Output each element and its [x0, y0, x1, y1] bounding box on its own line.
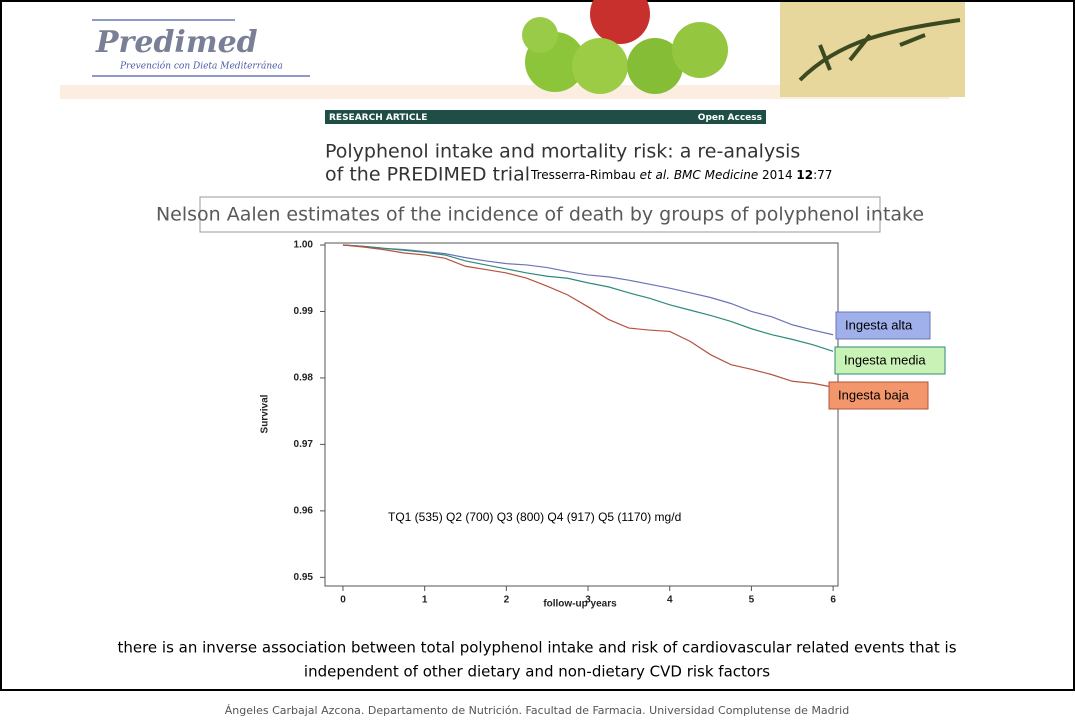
citation-pages: :77 — [813, 168, 832, 182]
conclusion: there is an inverse association between … — [117, 639, 956, 657]
plot-frame — [325, 243, 838, 586]
citation-authors: Tresserra-Rimbau — [530, 168, 640, 182]
x-tick-label: 6 — [830, 595, 836, 606]
y-tick-label: 1.00 — [294, 240, 314, 251]
olive-image — [780, 2, 965, 97]
chart-title: Nelson Aalen estimates of the incidence … — [156, 204, 924, 226]
x-tick-label: 1 — [422, 595, 428, 606]
conclusion: independent of other dietary and non-die… — [304, 663, 770, 681]
article-title: Polyphenol intake and mortality risk: a … — [325, 141, 800, 163]
citation-year: 2014 — [758, 168, 796, 182]
x-tick-label: 4 — [667, 595, 673, 606]
y-tick-label: 0.98 — [294, 373, 314, 384]
logo-subtitle: Prevención con Dieta Mediterránea — [119, 61, 283, 72]
y-tick-label: 0.95 — [294, 572, 314, 583]
x-tick-label: 5 — [749, 595, 755, 606]
logo-title: Predimed — [95, 25, 258, 60]
article-title: of the PREDIMED trial — [325, 164, 530, 186]
citation-volume: 12 — [796, 168, 813, 182]
slide: Predimed Prevención con Dieta Mediterrán… — [0, 0, 1075, 722]
article-tag: RESEARCH ARTICLE — [329, 113, 427, 123]
y-axis-label: Survival — [260, 394, 271, 433]
x-tick-label: 0 — [340, 595, 346, 606]
article-access: Open Access — [698, 113, 762, 123]
citation-journal: et al. BMC Medicine — [640, 168, 759, 182]
x-tick-label: 2 — [504, 595, 510, 606]
footer: Ángeles Carbajal Azcona. Departamento de… — [225, 704, 849, 717]
x-axis-label: follow-up years — [543, 599, 617, 610]
y-tick-label: 0.97 — [294, 439, 314, 450]
y-tick-label: 0.96 — [294, 506, 314, 517]
legend-label: Ingesta media — [844, 352, 926, 367]
annotation: TQ1 (535) Q2 (700) Q3 (800) Q4 (917) Q5 … — [388, 510, 681, 524]
legend-label: Ingesta baja — [838, 387, 910, 402]
legend-label: Ingesta alta — [845, 317, 913, 332]
y-tick-label: 0.99 — [294, 306, 314, 317]
citation: Tresserra-Rimbau et al. BMC Medicine 201… — [530, 168, 832, 182]
